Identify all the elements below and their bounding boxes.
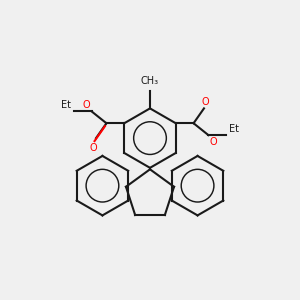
Text: O: O bbox=[202, 97, 209, 107]
Text: O: O bbox=[89, 142, 97, 153]
Text: Et: Et bbox=[61, 100, 71, 110]
Text: O: O bbox=[82, 100, 90, 110]
Text: O: O bbox=[210, 136, 218, 147]
Text: Et: Et bbox=[229, 124, 239, 134]
Text: CH₃: CH₃ bbox=[141, 76, 159, 86]
